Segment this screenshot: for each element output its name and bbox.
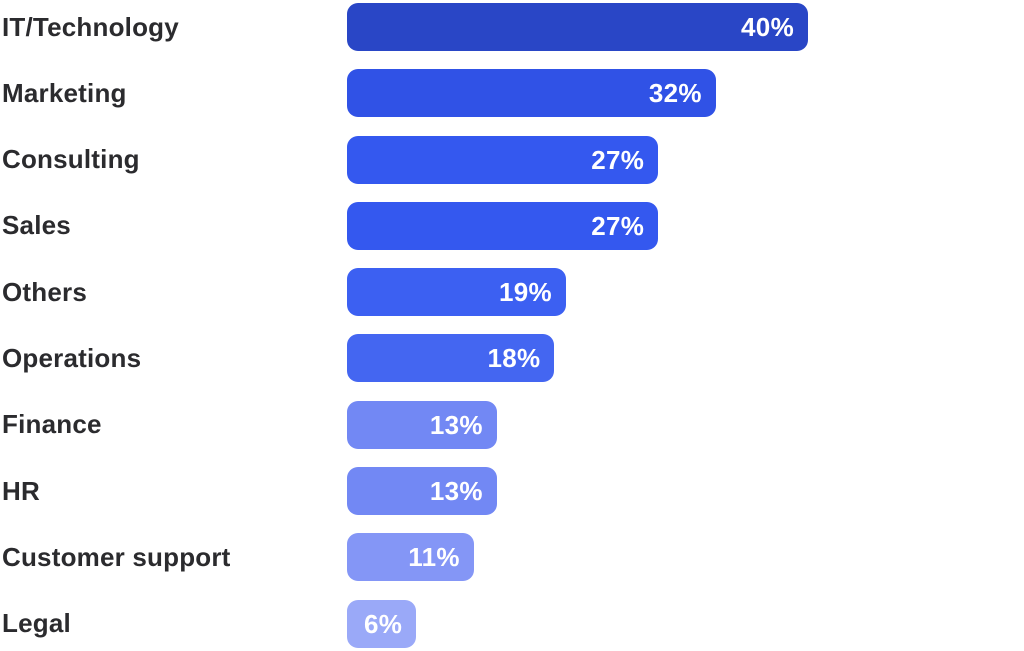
bar-value-label: 32% bbox=[648, 78, 702, 109]
category-label: Sales bbox=[2, 210, 71, 241]
bar-value-label: 18% bbox=[487, 343, 541, 374]
category-label: Others bbox=[2, 276, 88, 307]
chart-row: Finance 13% bbox=[0, 400, 1024, 449]
bar: 32% bbox=[347, 69, 716, 118]
chart-row: IT/Technology 40% bbox=[0, 3, 1024, 51]
category-label: Legal bbox=[2, 608, 71, 639]
chart-row: Customer support 11% bbox=[0, 533, 1024, 582]
bar: 18% bbox=[347, 334, 555, 383]
chart-row: Consulting 27% bbox=[0, 135, 1024, 184]
category-label: Marketing bbox=[2, 77, 127, 108]
category-label: Finance bbox=[2, 409, 102, 440]
bar-value-label: 13% bbox=[429, 476, 483, 507]
bar: 27% bbox=[347, 201, 659, 250]
chart-row: Sales 27% bbox=[0, 201, 1024, 250]
chart-row: Operations 18% bbox=[0, 334, 1024, 383]
bar-value-label: 13% bbox=[429, 409, 483, 440]
category-label: Consulting bbox=[2, 144, 140, 175]
bar: 19% bbox=[347, 268, 566, 317]
chart-row: Legal 6% bbox=[0, 599, 1024, 648]
bar: 6% bbox=[347, 599, 417, 648]
chart-row: HR 13% bbox=[0, 467, 1024, 516]
chart-row: Marketing 32% bbox=[0, 69, 1024, 118]
category-label: Customer support bbox=[2, 541, 231, 572]
bar: 13% bbox=[347, 467, 497, 516]
bar-value-label: 40% bbox=[741, 12, 794, 42]
bar: 27% bbox=[347, 135, 659, 184]
bar-value-label: 6% bbox=[363, 608, 403, 639]
category-label: IT/Technology bbox=[2, 11, 179, 42]
bar-value-label: 27% bbox=[591, 210, 645, 241]
category-label: HR bbox=[2, 475, 40, 506]
bar: 13% bbox=[347, 400, 497, 449]
chart-row: Others 19% bbox=[0, 268, 1024, 317]
bar: 11% bbox=[347, 533, 474, 582]
bar-value-label: 11% bbox=[408, 542, 460, 573]
category-label: Operations bbox=[2, 342, 142, 373]
bar-value-label: 19% bbox=[499, 277, 552, 308]
bar: 40% bbox=[347, 3, 808, 51]
bar-value-label: 27% bbox=[591, 144, 645, 175]
